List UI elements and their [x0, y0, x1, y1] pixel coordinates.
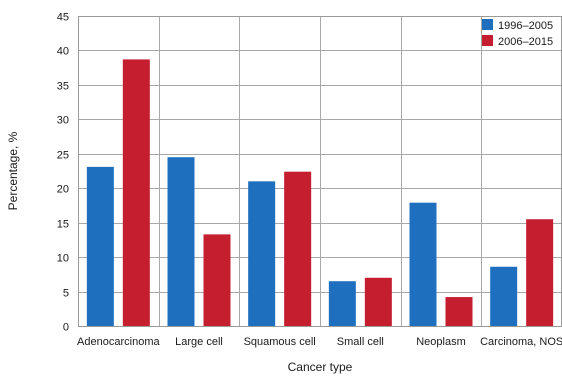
- y-tick-label: 5: [63, 288, 69, 300]
- bar: [167, 157, 195, 326]
- legend: 1996–2005 2006–2015: [482, 19, 553, 48]
- x-tick-label: Small cell: [337, 336, 384, 348]
- bar: [248, 181, 276, 326]
- legend-label: 2006–2015: [498, 36, 553, 48]
- y-axis-title: Percentage, %: [6, 131, 20, 210]
- bar: [203, 234, 231, 326]
- bar: [86, 166, 114, 326]
- x-tick-label: Neoplasm: [416, 336, 466, 348]
- y-tick-label: 40: [57, 46, 69, 58]
- y-tick-label: 30: [57, 115, 69, 127]
- bar: [409, 202, 437, 326]
- grid-lines: [78, 16, 562, 327]
- y-tick-label: 45: [57, 12, 69, 24]
- x-tick-label: Large cell: [175, 336, 223, 348]
- y-tick-label: 15: [57, 219, 69, 231]
- bar: [364, 277, 392, 326]
- bar: [445, 297, 473, 326]
- bar: [526, 219, 554, 326]
- bar: [284, 171, 312, 326]
- x-tick-label: Carcinoma, NOS: [480, 336, 562, 348]
- bar: [328, 281, 356, 326]
- legend-label: 1996–2005: [498, 20, 553, 32]
- bars: [86, 59, 554, 327]
- bar: [490, 266, 518, 326]
- x-axis-title: Cancer type: [288, 360, 353, 374]
- y-tick-label: 25: [57, 150, 69, 162]
- x-tick-label: Squamous cell: [244, 336, 316, 348]
- x-tick-labels: Adenocarcinoma Large cell Squamous cell Sma…: [77, 336, 562, 348]
- x-tick-label: Adenocarcinoma: [77, 336, 160, 348]
- y-tick-label: 35: [57, 81, 69, 93]
- y-tick-label: 10: [57, 253, 69, 265]
- y-tick-labels: 0 5 10 15 20 25 30 35 40 45: [57, 12, 69, 334]
- legend-swatch: [482, 19, 493, 30]
- y-tick-label: 0: [63, 322, 69, 334]
- legend-swatch: [482, 35, 493, 46]
- y-tick-label: 20: [57, 184, 69, 196]
- bar: [122, 59, 150, 327]
